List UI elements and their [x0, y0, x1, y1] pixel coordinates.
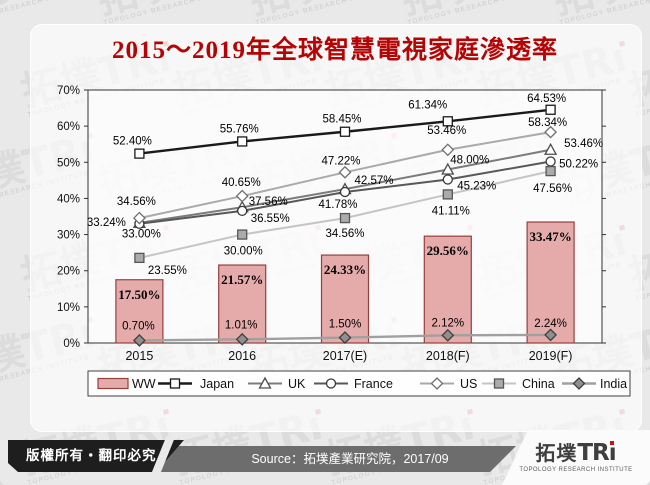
chart-panel	[30, 24, 642, 432]
tri-logo-latin: TR	[577, 440, 609, 466]
tri-logo-subtitle: TOPOLOGY RESEARCH INSTITUTE	[519, 467, 633, 473]
chart-title: 2015～2019年全球智慧電視家庭滲透率	[111, 37, 558, 64]
tri-logo-cjk: 拓墣	[535, 443, 578, 465]
tri-logo-i-icon: ı	[608, 440, 617, 466]
source-bar: Source：拓墣產業研究院，2017/09	[150, 446, 516, 472]
tri-logo-wordmark: 拓墣 TR ı	[535, 440, 617, 466]
tri-logo: 拓墣 TR ı TOPOLOGY RESEARCH INSTITUTE	[502, 430, 650, 485]
